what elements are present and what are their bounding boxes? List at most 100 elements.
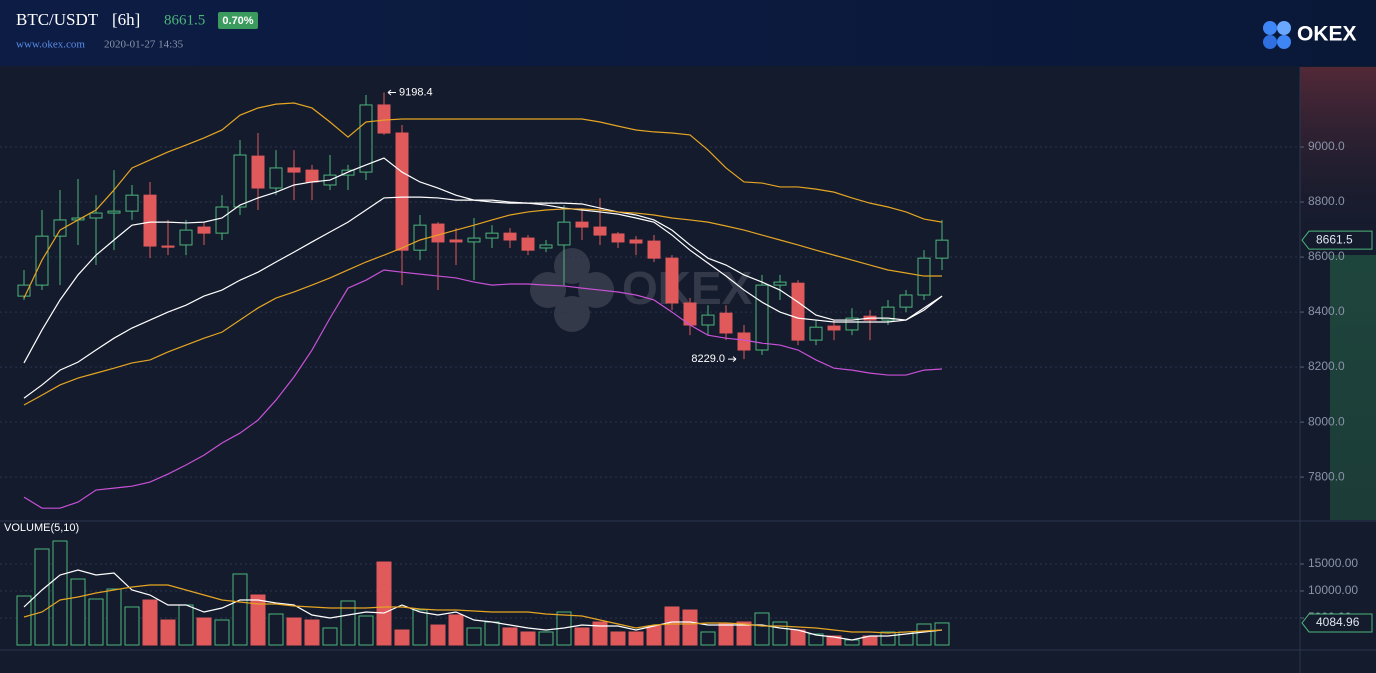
- indicator-line: [23, 584, 943, 634]
- volume-bar: [358, 615, 374, 646]
- volume-bar: [682, 609, 698, 646]
- volume-bar: [484, 621, 500, 646]
- low-label: 8229.0: [691, 353, 725, 365]
- volume-bar: [538, 631, 554, 646]
- candle-body: [557, 221, 571, 246]
- volume-bar: [466, 627, 482, 646]
- volume-bar: [286, 617, 302, 646]
- indicator-line: [23, 269, 943, 509]
- candle-body: [107, 210, 121, 214]
- logo: OKEX: [1263, 21, 1357, 49]
- candle-body: [809, 326, 823, 341]
- candle-body: [647, 240, 661, 259]
- volume-bar: [646, 625, 662, 646]
- volume-bar: [700, 631, 716, 646]
- volume-bar: [610, 631, 626, 646]
- volume-bar: [106, 588, 122, 646]
- watermark-dot: [554, 296, 590, 332]
- candle-body: [719, 312, 733, 334]
- candle-body: [161, 245, 175, 248]
- volume-bar: [88, 598, 104, 646]
- candle-body: [935, 239, 949, 259]
- y-tick-label: 9000.0: [1308, 139, 1345, 153]
- volume-bar: [412, 609, 428, 646]
- candle-body: [773, 281, 787, 286]
- last-price: 8661.5: [164, 12, 205, 28]
- indicator-line: [23, 208, 942, 406]
- candle-body: [233, 154, 247, 208]
- candle-body: [287, 167, 301, 173]
- volume-bar: [376, 561, 392, 646]
- indicator-line: [23, 196, 943, 399]
- candle-body: [89, 212, 103, 219]
- candle-body: [521, 237, 535, 251]
- volume-bar: [520, 631, 536, 646]
- volume-bar: [754, 612, 770, 646]
- logo-dot: [1263, 35, 1277, 49]
- candle-body: [467, 237, 481, 243]
- candle-body: [377, 104, 391, 134]
- volume-bar: [340, 600, 356, 646]
- volume-bar: [322, 627, 338, 646]
- change: 0.70%: [222, 15, 253, 27]
- y-tick-label: 8000.0: [1308, 414, 1345, 428]
- volume-bar: [124, 606, 140, 646]
- candle-body: [179, 229, 193, 246]
- indicator-line: [23, 102, 943, 299]
- candle-body: [395, 132, 409, 251]
- volume-bar: [52, 540, 68, 646]
- time: 2020-01-27 14:35: [104, 39, 184, 51]
- candle-body: [665, 257, 679, 304]
- volume-bar: [232, 573, 248, 646]
- candle-body: [791, 282, 805, 341]
- volume-bar: [448, 614, 464, 646]
- volume-bar: [934, 622, 950, 646]
- volume-bar: [844, 639, 860, 646]
- interval: [6h]: [112, 10, 140, 29]
- volume-bar: [664, 606, 680, 646]
- y-tick-label: 8400.0: [1308, 304, 1345, 318]
- logo-text: OKEX: [1297, 23, 1357, 46]
- volume-bar: [826, 635, 842, 646]
- volume-bar: [34, 548, 50, 646]
- volume-bar: [574, 627, 590, 646]
- volume-bar: [394, 629, 410, 646]
- candle-body: [143, 194, 157, 247]
- candle-body: [701, 314, 715, 326]
- volume-bar: [430, 624, 446, 646]
- volume-bar: [268, 613, 284, 646]
- candle-body: [359, 104, 373, 173]
- volume-bar: [808, 633, 824, 646]
- candle-body: [503, 232, 517, 241]
- logo-dot: [1277, 21, 1291, 35]
- volume-bar: [502, 627, 518, 646]
- candle-body: [431, 223, 445, 243]
- price-tag-label: 4084.96: [1316, 615, 1360, 629]
- y-tick-label: 7800.0: [1308, 469, 1345, 483]
- volume-bar: [160, 619, 176, 646]
- volume-bar: [214, 619, 230, 646]
- y-tick-label: 8200.0: [1308, 359, 1345, 373]
- volume-bar: [70, 578, 86, 646]
- candle-body: [449, 239, 463, 243]
- panel-title: VOLUME(5,10): [4, 522, 79, 534]
- header-bar: [0, 0, 1376, 66]
- candle-body: [611, 233, 625, 243]
- candle-body: [539, 244, 553, 249]
- price-tag-label: 8661.5: [1316, 232, 1353, 246]
- candle-body: [197, 226, 211, 234]
- candle-body: [269, 167, 283, 189]
- volume-bar: [736, 621, 752, 646]
- candle-body: [17, 284, 31, 297]
- price-tag: [1301, 230, 1373, 250]
- site: www.okex.com: [16, 39, 85, 51]
- volume-bar: [142, 599, 158, 646]
- volume-bar: [880, 631, 896, 646]
- logo-dot: [1277, 35, 1291, 49]
- y-tick-label: 8800.0: [1308, 194, 1345, 208]
- plot: 7800.0 8000.0 8200.0 8400.0 8600.0 8800.0 9000…: [0, 86, 1373, 646]
- candle-body: [899, 294, 913, 308]
- indicator-line: [23, 569, 943, 641]
